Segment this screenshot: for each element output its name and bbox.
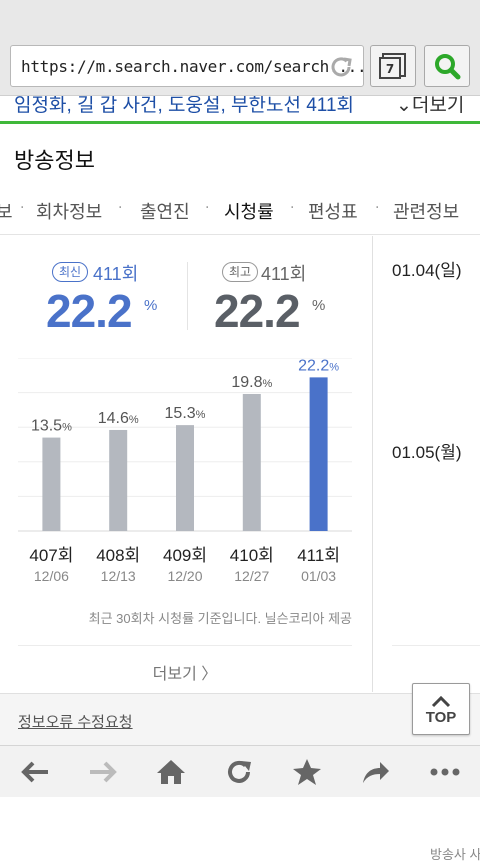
chart-bar — [309, 377, 328, 531]
ratings-card — [0, 236, 373, 692]
side-note: 방송사 사 — [430, 847, 480, 862]
headline-row: 임정화, 길 갑 사건, 도웅설, 부한노선 411회 ⌄더보기 — [0, 96, 480, 124]
tab-prev[interactable]: 보 — [0, 198, 13, 224]
bookmark-star-icon[interactable] — [290, 756, 324, 788]
source-note: 최근 30회차 시청률 기준입니다. 닐슨코리아 제공 — [88, 611, 352, 626]
share-icon[interactable] — [358, 756, 392, 788]
highest-episode: 411회 — [261, 264, 307, 284]
schedule-date: 01.05(월) — [392, 443, 462, 462]
tab-cast[interactable]: 출연진 — [140, 202, 190, 222]
tab-separator: · — [205, 200, 210, 216]
chevron-up-icon — [431, 695, 451, 708]
tabs-icon: 7 — [379, 53, 406, 79]
chart-value-label: 15.3% — [165, 405, 206, 422]
search-button[interactable] — [424, 45, 470, 87]
report-error-link[interactable]: 정보오류 수정요청 — [18, 714, 133, 731]
tab-separator: · — [290, 200, 295, 216]
forward-icon[interactable] — [86, 756, 120, 788]
chart-bar — [42, 437, 61, 531]
chevron-right-icon: 〉 — [201, 666, 218, 683]
highest-unit: % — [312, 297, 326, 314]
chart-date-label: 12/13 — [101, 568, 136, 584]
back-icon[interactable] — [18, 756, 52, 788]
chart-category-label: 411회 — [297, 546, 340, 565]
rating-divider — [187, 262, 188, 330]
headline-text[interactable]: 임정화, 길 갑 사건, 도웅설, 부한노선 411회 — [14, 96, 355, 116]
highest-rating: 22.2 — [214, 285, 301, 337]
chart-bar — [176, 425, 194, 531]
refresh-icon[interactable] — [222, 756, 256, 788]
broadcast-tabs: 보 · 회차정보 · 출연진 · 시청률 · 편성표 · 관련정보 — [0, 183, 480, 235]
latest-rating: 22.2 — [46, 285, 133, 337]
url-text[interactable]: https://m.search.naver.com/search.... — [21, 57, 367, 76]
tab-related[interactable]: 관련정보 — [393, 202, 460, 222]
tab-separator: · — [118, 200, 123, 216]
divider — [392, 645, 480, 646]
tab-episodes[interactable]: 회차정보 — [36, 202, 103, 222]
chart-date-label: 01/03 — [301, 568, 336, 584]
browser-nav-bar — [0, 745, 480, 797]
chart-bar — [109, 429, 128, 531]
chart-value-label: 14.6% — [98, 410, 139, 427]
chart-date-label: 12/27 — [234, 568, 269, 584]
home-icon[interactable] — [154, 756, 188, 788]
more-label: 더보기 — [152, 666, 197, 683]
tabs-button[interactable]: 7 — [370, 45, 416, 87]
search-icon — [435, 54, 461, 80]
chart-value-label: 22.2% — [298, 358, 339, 374]
chevron-down-icon: ⌄ — [396, 96, 412, 116]
top-label: TOP — [425, 709, 457, 726]
latest-unit: % — [144, 297, 158, 314]
tab-separator: · — [375, 200, 380, 216]
highest-badge: 최고 — [222, 262, 259, 282]
tab-count: 7 — [386, 62, 394, 76]
more-menu-icon[interactable] — [428, 756, 462, 788]
refresh-icon[interactable] — [327, 53, 355, 81]
footer-area — [0, 693, 480, 745]
tab-ratings[interactable]: 시청률 — [224, 202, 274, 222]
schedule-date: 01.04(일) — [392, 261, 462, 280]
ratings-chart: 13.5% 407회 12/06 14.6% 408회 12/13 15.3% 409회 12/… — [18, 358, 352, 584]
tab-separator: · — [20, 200, 25, 216]
chart-date-label: 12/20 — [167, 568, 202, 584]
chart-category-label: 409회 — [163, 546, 207, 565]
browser-toolbar: https://m.search.naver.com/search.... 7 — [0, 0, 480, 96]
chart-value-label: 19.8% — [231, 374, 272, 391]
headline-more[interactable]: ⌄더보기 — [396, 96, 465, 116]
chart-date-label: 12/06 — [34, 568, 69, 584]
chart-bar — [242, 393, 261, 531]
section-title: 방송정보 — [14, 148, 95, 173]
latest-episode: 411회 — [93, 264, 139, 284]
chart-category-label: 410회 — [230, 546, 274, 565]
schedule-card: 01.04(일) 01.05(월) 방송사 사 — [374, 236, 480, 862]
address-bar[interactable]: https://m.search.naver.com/search.... — [10, 45, 367, 87]
more-button[interactable]: 더보기 〉 — [18, 645, 352, 684]
chart-category-label: 407회 — [29, 546, 73, 565]
chart-value-label: 13.5% — [31, 418, 72, 435]
scroll-top-button[interactable]: TOP — [412, 683, 470, 735]
latest-badge: 최신 — [52, 262, 89, 282]
tab-schedule[interactable]: 편성표 — [308, 202, 358, 222]
chart-category-label: 408회 — [96, 546, 140, 565]
